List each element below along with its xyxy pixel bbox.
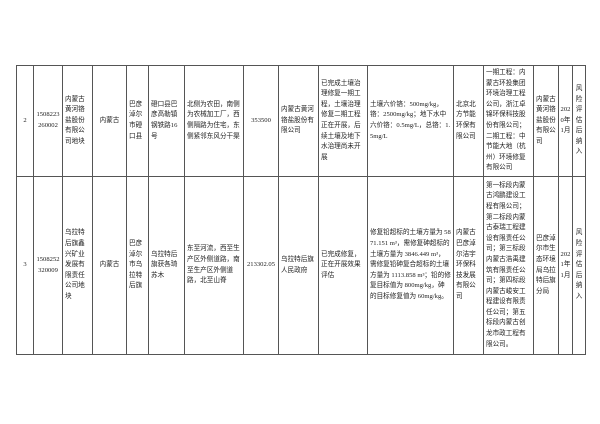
cell-progress: 已完成土壤治理修复一期工程，土壤治理修复二期工程正在开展，后续土壤及地下水治理尚… [318,65,368,177]
cell-surroundings: 东至河流，西至生产区外侧道路，南至生产区外侧道路，北至山脊 [184,176,244,355]
cell-name: 乌拉特后旗鑫兴矿业发展有限责任公司地块 [62,176,93,355]
cell-responsible: 内蒙古黄河铬盐股份有限公司 [278,65,319,177]
table-row: 3 1508252320009 乌拉特后旗鑫兴矿业发展有限责任公司地块 内蒙古 … [16,176,586,355]
cell-supervisor: 巴彦淖尔市生态环境局乌拉特后旗分局 [533,176,559,355]
cell-code: 1508223260002 [33,65,63,177]
cell-date: 2021年1月 [558,176,573,355]
cell-consultant: 内蒙古巴彦淖尔洁宇环保科技发展有限公司 [453,176,484,355]
table-row: 2 1508223260002 内蒙古黄河铬盐股份有限公司地块 内蒙古 巴彦淖尔… [16,65,586,177]
cell-status: 风险评估后纳入 [572,176,586,355]
cell-name: 内蒙古黄河铬盐股份有限公司地块 [62,65,93,177]
cell-province: 内蒙古 [92,176,127,355]
cell-contractor: 第一标段内蒙古鸿鹏建设工程有限公司；第二标段内蒙古泰瑞工程建设有限责任公司；第三… [483,176,534,355]
cell-no: 2 [16,65,34,177]
cell-responsible: 乌拉特后旗人民政府 [278,176,319,355]
site-table: 2 1508223260002 内蒙古黄河铬盐股份有限公司地块 内蒙古 巴彦淖尔… [16,65,586,355]
cell-address: 磴口县巴彦高勒镇钢铁路16号 [148,65,185,177]
cell-date: 2020年1月 [558,65,573,177]
cell-supervisor: 内蒙古黄河铬盐股份有限公司 [533,65,559,177]
cell-contractor: 一期工程：内蒙古环投集团环境治理工程公司，浙江卓锦环保科技股份有限公司；二期工程… [483,65,534,177]
cell-status: 风险评估后纳入 [572,65,586,177]
cell-no: 3 [16,176,34,355]
cell-city: 巴彦淖尔市磴口县 [126,65,149,177]
cell-consultant: 北京北方节能环保有限公司 [453,65,484,177]
cell-area: 353500 [243,65,279,177]
cell-city: 巴彦淖尔市乌拉特后旗 [126,176,149,355]
cell-province: 内蒙古 [92,65,127,177]
cell-targets: 修复铅超标的土壤方量为 5871.151 m³，需修复砷超标的土壤方量为 384… [367,176,454,355]
cell-area: 213302.05 [243,176,279,355]
cell-targets: 土壤六价铬：500mg/kg，铬：2500mg/kg；地下水中六价铬：0.5mg… [367,65,454,177]
cell-code: 1508252320009 [33,176,63,355]
cell-surroundings: 北侧为农田，南侧为农械加工厂，西侧隔路为住宅，东侧紧邻东风分干渠 [184,65,244,177]
cell-address: 乌拉特后旗获各琦苏木 [148,176,185,355]
cell-progress: 已完成修复，正在开展效果评估 [318,176,368,355]
